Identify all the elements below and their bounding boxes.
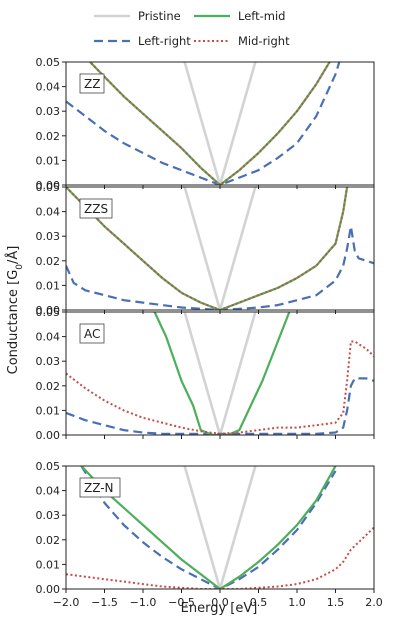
series-mid-right xyxy=(66,526,374,589)
series-mid-right xyxy=(66,187,349,310)
x-tick-label: −1.5 xyxy=(91,596,118,609)
y-tick-label: 0.04 xyxy=(36,206,61,219)
y-tick-label: 0.05 xyxy=(36,181,61,194)
x-axis-label: Energy [eV] xyxy=(181,601,258,616)
x-tick-label: 2.0 xyxy=(365,596,383,609)
legend-label: Mid-right xyxy=(238,34,290,48)
x-tick-label: 1.5 xyxy=(327,596,345,609)
legend-label: Pristine xyxy=(138,9,181,23)
y-tick-label: 0.05 xyxy=(36,56,61,69)
panel-frame xyxy=(65,311,375,436)
y-tick-label: 0.03 xyxy=(36,509,61,522)
legend-item-mid-right: Mid-right xyxy=(194,34,290,48)
panel-label-text: ZZS xyxy=(84,202,108,216)
panel-label: AC xyxy=(79,323,105,344)
legend-item-left-right: Left-right xyxy=(94,34,191,48)
y-tick-label: 0.04 xyxy=(36,81,61,94)
panel-series xyxy=(66,312,374,435)
panel-series xyxy=(66,466,374,589)
legend-item-left-mid: Left-mid xyxy=(194,9,285,23)
panel-series xyxy=(66,187,374,310)
series-left-right xyxy=(80,466,337,589)
panel-label: ZZ xyxy=(79,73,105,94)
legend-label: Left-mid xyxy=(238,9,285,23)
y-tick-label: 0.05 xyxy=(36,306,61,319)
y-tick-label: 0.00 xyxy=(36,179,61,192)
series-left-mid xyxy=(153,312,291,435)
y-tick-label: 0.03 xyxy=(36,230,61,243)
y-tick-label: 0.04 xyxy=(36,331,61,344)
y-axis-label: Conductance [G0/Å] xyxy=(5,246,25,375)
panel-zz-n: 0.00 0.01 0.02 0.03 0.04 0.05 −2.0 −1.5 −1.0 −0.5… xyxy=(36,460,383,609)
legend: Pristine Left-mid Left-right Mid-right xyxy=(94,9,290,48)
y-tick-label: 0.03 xyxy=(36,105,61,118)
panel-label-text: AC xyxy=(84,327,100,341)
panel-ac: 0.00 0.01 0.02 0.03 0.04 0.05 AC xyxy=(36,306,375,442)
y-tick-label: 0.01 xyxy=(36,558,61,571)
legend-label: Left-right xyxy=(138,34,191,48)
x-tick-label: −0.5 xyxy=(168,596,195,609)
y-tick-label: 0.03 xyxy=(36,355,61,368)
series-mid-right xyxy=(66,340,374,435)
panel-label-text: ZZ-N xyxy=(84,481,114,495)
y-tick-label: 0.01 xyxy=(36,154,61,167)
series-left-right xyxy=(66,62,341,185)
y-tick-label: 0.02 xyxy=(36,130,61,143)
y-tick-label: 0.02 xyxy=(36,255,61,268)
y-tick-label: 0.02 xyxy=(36,380,61,393)
y-tick-label: 0.05 xyxy=(36,460,61,473)
y-tick-label: 0.00 xyxy=(36,304,61,317)
legend-item-pristine: Pristine xyxy=(94,9,181,23)
x-tick-label: −1.0 xyxy=(130,596,157,609)
series-pristine xyxy=(183,187,257,310)
panel-zz: 0.00 0.01 0.02 0.03 0.04 0.05 ZZ xyxy=(36,56,375,192)
y-tick-label: 0.00 xyxy=(36,429,61,442)
x-tick-label: −2.0 xyxy=(53,596,80,609)
series-mid-right xyxy=(88,62,331,185)
x-tick-label: 0.5 xyxy=(250,596,268,609)
y-axis-label-main: Conductance [G xyxy=(6,270,21,375)
series-pristine xyxy=(183,62,257,185)
y-axis-label-subscript: 0 xyxy=(15,264,25,270)
y-tick-label: 0.02 xyxy=(36,534,61,547)
panel-label-text: ZZ xyxy=(84,77,100,91)
x-tick-label: 0.0 xyxy=(211,596,229,609)
y-tick-label: 0.00 xyxy=(36,583,61,596)
series-left-right xyxy=(66,225,374,310)
series-left-right xyxy=(66,377,374,435)
panel-frame xyxy=(65,61,375,186)
series-pristine xyxy=(183,466,257,589)
x-tick-label: 1.0 xyxy=(288,596,306,609)
series-left-mid xyxy=(80,466,337,589)
panels: 0.000.010.020.030.040.05ZZ0.000.010.020.… xyxy=(36,56,383,609)
panel-series xyxy=(66,62,341,185)
y-axis-label-unit: /Å] xyxy=(5,246,21,264)
y-tick-label: 0.04 xyxy=(36,485,61,498)
panel-label: ZZ-N xyxy=(79,477,121,498)
series-pristine xyxy=(183,312,257,435)
panel-zzs: 0.00 0.01 0.02 0.03 0.04 0.05 ZZS xyxy=(36,181,375,317)
y-tick-label: 0.01 xyxy=(36,404,61,417)
series-left-mid xyxy=(88,62,331,185)
panel-label: ZZS xyxy=(79,198,113,219)
y-tick-label: 0.01 xyxy=(36,279,61,292)
